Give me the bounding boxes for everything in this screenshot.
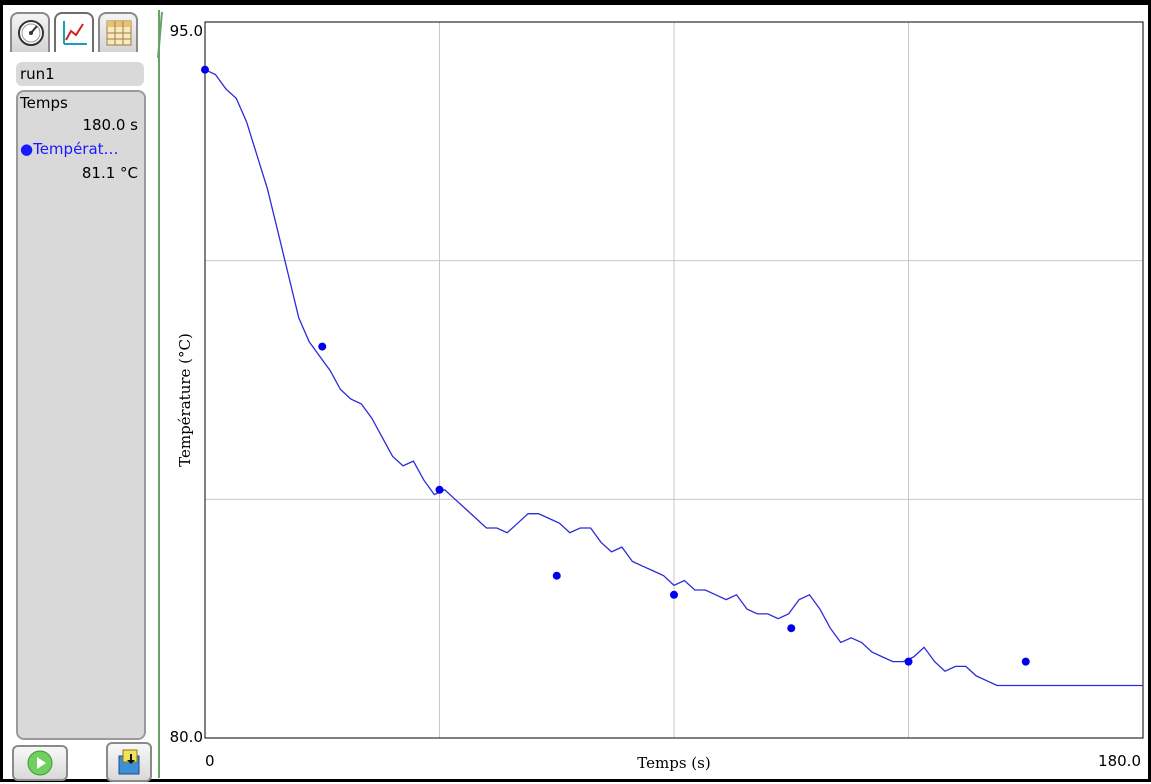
plot-border xyxy=(204,21,1144,739)
tab-graph[interactable] xyxy=(54,12,94,52)
temperature-markers xyxy=(201,65,1030,666)
temperature-series-line xyxy=(204,69,1143,687)
gauge-icon xyxy=(18,20,44,46)
x-axis-label[interactable]: Temps (s) xyxy=(637,754,710,772)
data-point-marker[interactable] xyxy=(787,624,796,633)
save-icon xyxy=(118,749,140,775)
data-point-marker[interactable] xyxy=(670,590,678,599)
bottom-toolbar xyxy=(6,742,158,784)
table-icon xyxy=(106,20,132,46)
tab-table[interactable] xyxy=(98,12,138,52)
start-collection-button[interactable] xyxy=(12,745,68,781)
play-icon xyxy=(27,750,53,776)
y-min-tick: 80.0 xyxy=(170,728,203,746)
meter-time-value: 180.0 s xyxy=(82,116,138,134)
data-point-marker[interactable] xyxy=(904,657,913,666)
data-point-marker[interactable] xyxy=(318,342,327,351)
y-axis-label[interactable]: Température (°C) xyxy=(176,333,194,467)
tab-meter[interactable] xyxy=(10,12,50,52)
series-dot-icon: ● xyxy=(20,140,34,158)
x-min-tick: 0 xyxy=(205,752,215,770)
grid xyxy=(205,22,1143,738)
tab-bar xyxy=(6,10,156,58)
run-selector[interactable]: run1 xyxy=(16,62,144,86)
x-max-tick: 180.0 xyxy=(1098,752,1141,770)
y-max-tick: 95.0 xyxy=(170,22,203,40)
meter-panel: Temps 180.0 s ●Températ… 81.1 °C xyxy=(16,90,146,740)
store-dataset-button[interactable] xyxy=(106,742,152,782)
left-panel: run1 Temps 180.0 s ●Températ… 81.1 °C xyxy=(6,10,158,782)
data-point-marker[interactable] xyxy=(435,485,444,494)
panel-divider xyxy=(158,10,160,778)
data-point-marker[interactable] xyxy=(201,65,209,74)
data-point-marker[interactable] xyxy=(552,571,561,580)
data-point-marker[interactable] xyxy=(1021,657,1030,666)
meter-temperature-label[interactable]: ●Températ… xyxy=(20,140,119,158)
meter-time-label: Temps xyxy=(20,94,68,112)
graph-area[interactable]: 95.0 80.0 0 180.0 Temps (s) Température … xyxy=(160,10,1148,778)
graph-icon xyxy=(63,21,87,45)
meter-temperature-value: 81.1 °C xyxy=(81,164,138,182)
